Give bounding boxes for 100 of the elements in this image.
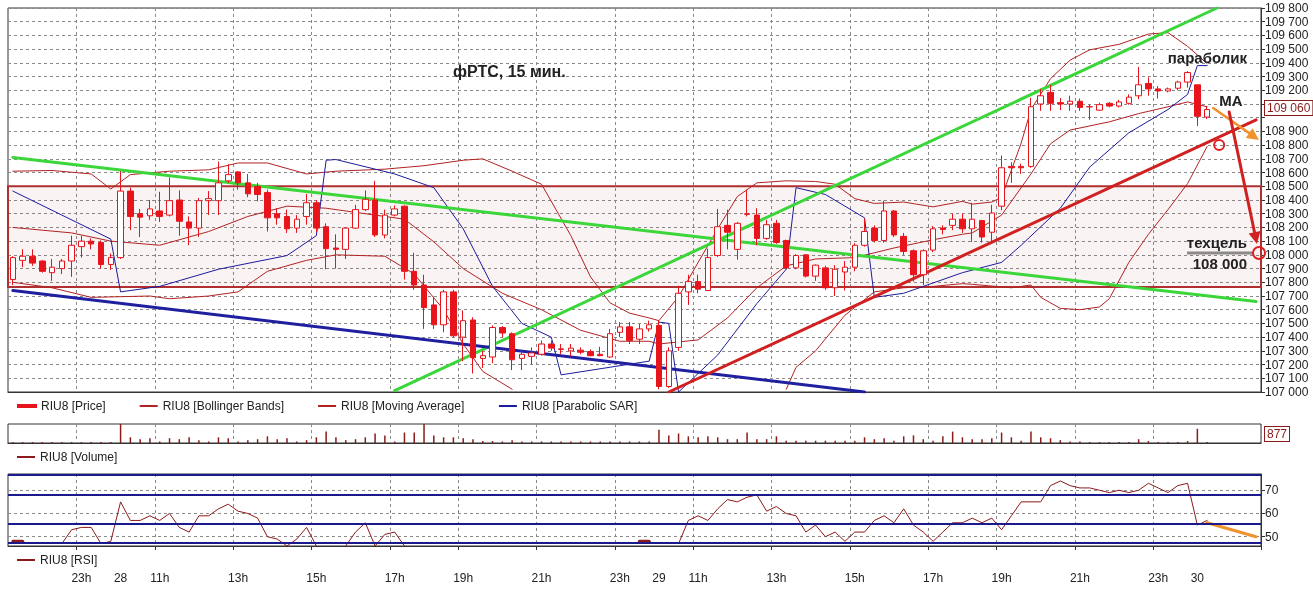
candlestick xyxy=(88,237,94,250)
candlestick xyxy=(773,219,780,245)
candlestick xyxy=(108,252,114,271)
candlestick xyxy=(499,325,506,338)
x-tick-label: 15h xyxy=(306,571,327,585)
candlestick xyxy=(577,346,584,355)
candlestick xyxy=(587,348,594,357)
candlestick xyxy=(421,274,427,330)
candlestick xyxy=(294,214,300,234)
y-tick-label: 107 200 xyxy=(1265,357,1309,372)
candlestick xyxy=(1057,97,1064,111)
candlestick xyxy=(832,264,838,297)
y-tick-label: 108 600 xyxy=(1265,165,1309,180)
candlestick xyxy=(812,263,819,282)
x-tick-label: 29 xyxy=(652,571,666,585)
candlestick xyxy=(1126,93,1132,106)
candlestick xyxy=(333,233,339,270)
candlestick xyxy=(891,209,897,238)
candlestick xyxy=(558,343,564,355)
candlestick xyxy=(470,316,476,374)
annotation: МА xyxy=(1219,91,1243,109)
candlestick xyxy=(1067,95,1073,112)
annotation: 108 000 xyxy=(1192,255,1247,272)
candlestick xyxy=(1106,101,1113,108)
candlestick xyxy=(480,350,486,369)
y-tick-label: 109 300 xyxy=(1265,69,1309,84)
candlestick xyxy=(431,296,437,330)
y-tick-label: 107 900 xyxy=(1265,261,1309,276)
candlestick xyxy=(127,187,134,231)
x-tick-label: 30 xyxy=(1190,571,1205,585)
legend-label: RIU8 [Price] xyxy=(41,399,106,413)
candlestick xyxy=(352,204,359,230)
candlestick xyxy=(196,197,202,238)
candlestick xyxy=(1086,104,1093,121)
candlestick xyxy=(1135,66,1142,100)
x-tick-label: 11h xyxy=(688,571,708,585)
x-tick-label: 17h xyxy=(923,571,944,585)
candlestick xyxy=(29,248,36,267)
y-tick-label: 107 500 xyxy=(1265,316,1309,331)
candlestick xyxy=(636,323,643,345)
y-tick-label: 108 100 xyxy=(1265,234,1309,249)
candlestick xyxy=(607,328,613,359)
y-tick-label: 108 000 xyxy=(1265,247,1309,262)
y-tick-label: 107 100 xyxy=(1265,371,1309,386)
candlestick xyxy=(979,219,985,244)
candlestick xyxy=(1184,70,1191,89)
candlestick xyxy=(861,218,868,248)
candlestick xyxy=(166,176,173,217)
candlestick xyxy=(235,170,241,191)
candlestick xyxy=(675,285,682,352)
candlestick xyxy=(372,180,378,238)
candlestick xyxy=(920,248,927,286)
candlestick xyxy=(1175,80,1181,91)
candlestick xyxy=(989,204,995,244)
x-tick-label: 17h xyxy=(384,571,405,585)
x-tick-label: 19h xyxy=(453,571,474,585)
line-series xyxy=(345,522,405,547)
candlestick xyxy=(117,170,124,260)
y-tick-label: 108 800 xyxy=(1265,138,1309,153)
candlestick xyxy=(1047,84,1054,112)
candlestick xyxy=(803,253,809,278)
candlestick xyxy=(1204,105,1210,120)
candlestick xyxy=(274,207,280,226)
y-tick-label: 109 600 xyxy=(1265,28,1309,43)
candlestick xyxy=(10,255,16,286)
y-tick-label: 109 200 xyxy=(1265,83,1309,98)
candlestick xyxy=(460,309,466,362)
candlestick xyxy=(19,248,26,268)
line-series xyxy=(678,480,1208,545)
y-tick-label: 109 500 xyxy=(1265,42,1309,57)
candlestick xyxy=(656,320,662,390)
y-tick-label: 108 300 xyxy=(1265,206,1309,221)
y-tick-label: 108 500 xyxy=(1265,179,1309,194)
candlestick xyxy=(754,207,760,246)
legend-label: RIU8 [RSI] xyxy=(40,553,98,567)
y-tick-label: 107 700 xyxy=(1265,289,1309,303)
candlestick xyxy=(695,274,701,294)
candlestick xyxy=(705,248,711,292)
candlestick xyxy=(822,265,829,291)
candlestick xyxy=(734,221,741,261)
candlestick xyxy=(264,189,271,233)
y-tick-label: 109 800 xyxy=(1265,1,1309,15)
y-tick-label: 108 400 xyxy=(1265,193,1309,207)
y-tick-label: 107 400 xyxy=(1265,330,1309,345)
candlestick xyxy=(205,190,212,216)
y-tick-label: 107 000 xyxy=(1265,385,1309,399)
candlestick xyxy=(793,253,799,270)
candlestick xyxy=(1096,102,1103,112)
candlestick xyxy=(900,232,907,256)
candlestick xyxy=(1155,85,1161,100)
y-tick-label: 108 700 xyxy=(1265,151,1309,166)
y-tick-label: 109 700 xyxy=(1265,14,1309,29)
legend-label: RIU8 [Volume] xyxy=(40,450,118,464)
text: 109 060 xyxy=(1267,101,1311,115)
legend-label: RIU8 [Moving Average] xyxy=(341,399,465,413)
x-tick-label: 28 xyxy=(113,571,128,585)
candlestick xyxy=(685,274,692,306)
candlestick xyxy=(411,252,417,291)
y-tick-label: 107 800 xyxy=(1265,275,1309,290)
x-tick-label: 21h xyxy=(531,571,552,585)
